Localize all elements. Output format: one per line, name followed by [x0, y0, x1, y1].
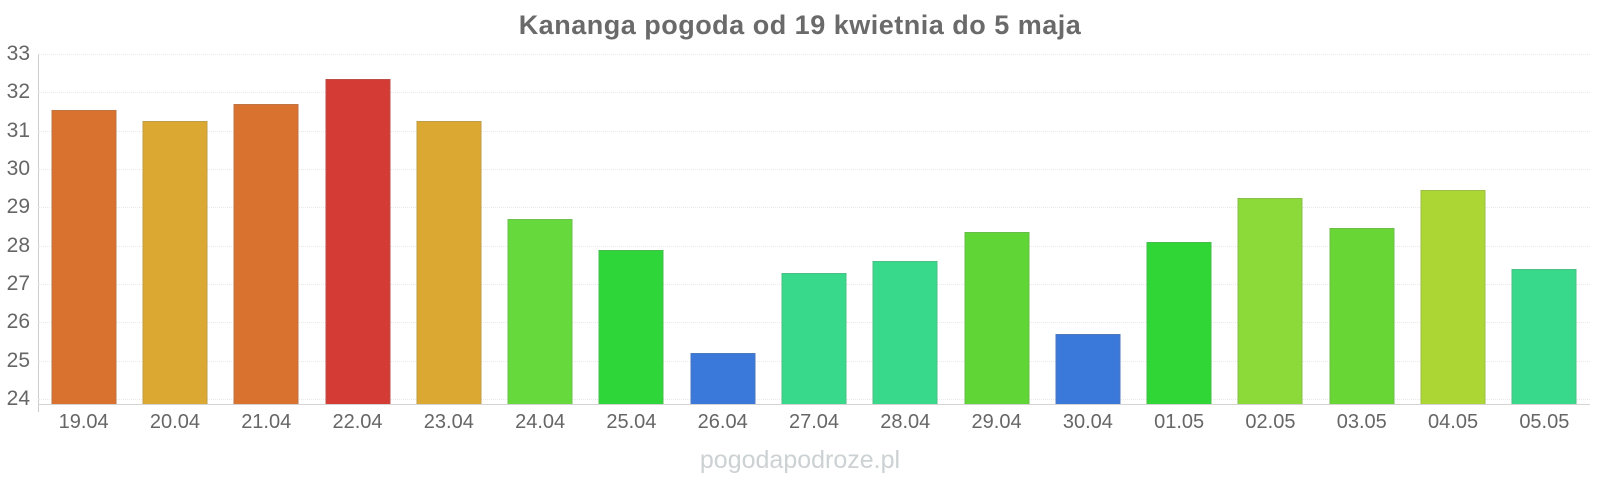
chart-title: Kananga pogoda od 19 kwietnia do 5 maja	[518, 10, 1082, 40]
bar-column: 02.05	[1225, 54, 1316, 433]
bar-column: 04.05	[1407, 54, 1498, 433]
bar-24.04[interactable]	[507, 218, 573, 404]
gridline	[38, 207, 1590, 209]
y-axis-tick-label: 25	[6, 348, 30, 372]
x-axis-tick-label: 29.04	[971, 411, 1022, 433]
gridline	[38, 169, 1590, 170]
bar-column: 29.04	[951, 54, 1042, 433]
bar-column: 23.04	[403, 54, 494, 433]
x-axis-tick-label: 28.04	[880, 411, 931, 433]
watermark: pogodapodroze.pl	[699, 446, 901, 474]
x-axis-tick-label: 02.05	[1245, 411, 1296, 433]
gridline	[38, 130, 1590, 132]
bar-04.05[interactable]	[1420, 190, 1486, 404]
x-axis-tick-label: 19.04	[58, 411, 109, 433]
x-axis-tick-label: 23.04	[423, 411, 474, 433]
bar-column: 28.04	[860, 54, 951, 433]
bar-26.04[interactable]	[690, 353, 756, 404]
x-axis-tick-label: 27.04	[788, 411, 840, 433]
bar-column: 21.04	[221, 54, 312, 433]
x-axis-tick-label: 22.04	[332, 411, 383, 433]
x-axis-tick-label: 05.05	[1519, 411, 1570, 433]
bar-column: 30.04	[1042, 54, 1133, 433]
bar-column: 24.04	[494, 54, 585, 433]
bar-30.04[interactable]	[1055, 333, 1121, 404]
gridline	[38, 92, 1590, 94]
bar-20.04[interactable]	[142, 121, 208, 404]
y-axis-tick-label: 29	[6, 195, 30, 219]
x-axis-tick-label: 24.04	[515, 411, 566, 433]
y-axis-tick-label: 33	[6, 42, 30, 65]
plot-area: 33 32 31 30 29 28 27 26 25 24 19.04 20.04 21.04 22.04…	[7, 43, 1590, 433]
bar-column: 05.05	[1499, 54, 1590, 433]
bar-column: 27.04	[768, 54, 859, 433]
bar-column: 01.05	[1134, 54, 1225, 433]
bar-column: 20.04	[129, 54, 220, 433]
y-axis-tick-label: 27	[6, 272, 30, 295]
gridline	[38, 54, 1590, 55]
bar-02.05[interactable]	[1237, 197, 1303, 404]
bar-03.05[interactable]	[1329, 228, 1395, 404]
x-axis-tick-label: 20.04	[149, 411, 200, 433]
x-axis-line	[38, 404, 1590, 405]
x-axis-tick-label: 30.04	[1062, 411, 1113, 433]
bar-21.04[interactable]	[233, 103, 299, 404]
bar-29.04[interactable]	[964, 232, 1030, 404]
bar-19.04[interactable]	[51, 109, 117, 404]
bar-25.04[interactable]	[598, 249, 664, 404]
bar-27.04[interactable]	[781, 272, 847, 404]
y-axis-tick-label: 24	[6, 387, 30, 411]
x-axis-tick-label: 26.04	[697, 411, 748, 433]
bar-23.04[interactable]	[416, 121, 482, 404]
bar-01.05[interactable]	[1146, 241, 1212, 404]
y-axis-tick-label: 32	[6, 80, 30, 104]
y-axis-tick-label: 31	[6, 118, 30, 142]
bar-column: 19.04	[38, 54, 129, 433]
bar-column: 22.04	[312, 54, 403, 433]
bar-column: 03.05	[1316, 54, 1407, 433]
gridline	[38, 245, 1590, 247]
y-axis-tick-label: 28	[6, 233, 30, 257]
y-axis-tick-label: 30	[6, 157, 30, 180]
x-axis-tick-label: 21.04	[241, 411, 292, 433]
x-axis-tick-label: 25.04	[606, 411, 657, 433]
bar-28.04[interactable]	[872, 261, 938, 404]
x-axis-tick-label: 01.05	[1154, 411, 1205, 433]
y-axis-line	[38, 54, 39, 412]
bar-05.05[interactable]	[1511, 268, 1577, 404]
bar-22.04[interactable]	[325, 78, 391, 404]
bar-column: 25.04	[586, 54, 677, 433]
x-axis-tick-label: 04.05	[1428, 411, 1479, 433]
y-axis-tick-label: 26	[6, 310, 30, 334]
bar-column: 26.04	[677, 54, 768, 433]
x-axis-tick-label: 03.05	[1336, 411, 1387, 433]
